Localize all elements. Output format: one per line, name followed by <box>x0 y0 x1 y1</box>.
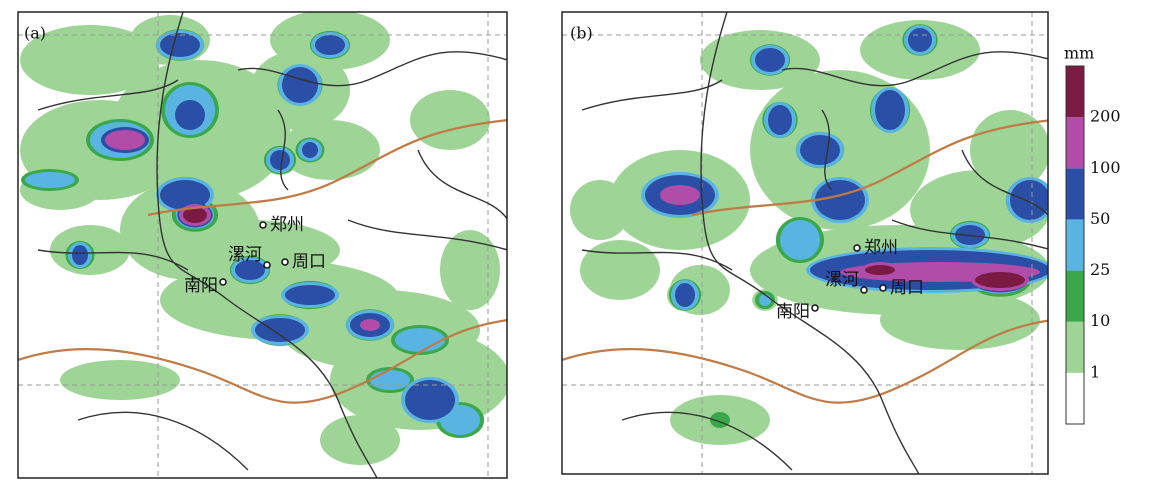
rain-area <box>768 105 792 135</box>
province-border <box>18 319 507 404</box>
rain-area <box>315 35 345 55</box>
rain-area <box>160 180 210 210</box>
rain-area <box>800 135 840 165</box>
panel-b <box>562 12 1048 474</box>
grid-line <box>562 12 1048 474</box>
city-label: 郑州 <box>864 238 898 258</box>
rain-area <box>759 294 771 306</box>
city-marker <box>219 278 227 286</box>
colorbar-tick-label: 200 <box>1090 107 1121 126</box>
rain-area <box>175 100 205 130</box>
colorbar: 1 10 25 50 100 200 <box>1065 65 1121 425</box>
rain-area <box>370 370 410 390</box>
panel-label: (b) <box>570 24 593 43</box>
rain-area <box>60 360 180 400</box>
rain-area <box>410 90 490 150</box>
city-label: 漯河 <box>228 245 262 265</box>
colorbar-unit: mm <box>1064 44 1094 63</box>
colorbar-swatch <box>1066 66 1084 118</box>
rain-area <box>270 150 290 170</box>
city-marker <box>259 221 267 229</box>
province-border <box>562 319 1048 404</box>
colorbar-tick-label: 100 <box>1090 158 1121 177</box>
city-label: 漯河 <box>825 270 859 290</box>
rain-area <box>405 380 455 420</box>
province-border <box>691 119 1048 217</box>
rain-area <box>25 172 75 188</box>
colorbar-swatch <box>1066 219 1084 271</box>
rain-area <box>440 230 500 310</box>
rain-area <box>280 120 380 180</box>
county-border <box>37 12 507 478</box>
rain-area <box>660 185 700 205</box>
colorbar-swatch <box>1066 321 1084 373</box>
rain-area <box>160 220 340 280</box>
panel-a <box>18 12 507 478</box>
colorbar-tick-label: 10 <box>1090 311 1110 330</box>
panel-frame <box>17 11 508 479</box>
rain-area <box>72 245 88 265</box>
panel-frame <box>561 11 1049 475</box>
rain-area <box>755 48 785 72</box>
rain-area <box>285 285 335 305</box>
city-marker <box>853 244 861 252</box>
city-label: 周口 <box>890 278 924 298</box>
city-marker <box>811 304 819 312</box>
rain-area <box>675 283 695 307</box>
city-marker <box>263 261 271 269</box>
rain-area <box>360 319 380 331</box>
rain-area <box>880 290 1040 350</box>
rain-area <box>183 207 207 223</box>
rain-area <box>440 405 480 435</box>
rain-area <box>865 265 895 275</box>
city-label: 南阳 <box>184 276 218 296</box>
rain-area <box>570 180 630 240</box>
colorbar-swatch <box>1066 270 1084 322</box>
rain-area <box>908 28 932 52</box>
rain-area <box>255 318 305 342</box>
colorbar-swatch <box>1066 372 1084 424</box>
city-label: 南阳 <box>776 302 810 322</box>
grid-line <box>18 12 507 478</box>
rain-area <box>580 240 660 300</box>
province-border <box>147 119 507 217</box>
rain-area <box>875 90 905 130</box>
city-marker <box>860 286 868 294</box>
rain-area <box>815 180 865 220</box>
city-label: 周口 <box>292 252 326 272</box>
rain-area <box>320 415 400 465</box>
rain-area <box>20 25 160 95</box>
rain-area <box>780 220 820 260</box>
rain-area <box>105 130 145 150</box>
rain-area <box>1010 180 1048 220</box>
colorbar-swatch <box>1066 117 1084 169</box>
panel-label: (a) <box>24 24 46 43</box>
county-border <box>581 12 1048 474</box>
rain-area <box>282 67 318 103</box>
colorbar-frame <box>1065 65 1085 425</box>
rain-area <box>975 272 1025 288</box>
city-marker <box>879 284 887 292</box>
rain-area <box>395 328 445 352</box>
colorbar-tick-label: 50 <box>1090 209 1110 228</box>
rain-area <box>235 260 265 280</box>
colorbar-swatch <box>1066 168 1084 220</box>
colorbar-tick-label: 25 <box>1090 260 1110 279</box>
colorbar-tick-label: 1 <box>1090 362 1100 381</box>
rain-area <box>160 33 200 57</box>
rain-area <box>302 142 318 158</box>
city-label: 郑州 <box>270 215 304 235</box>
city-marker <box>281 258 289 266</box>
